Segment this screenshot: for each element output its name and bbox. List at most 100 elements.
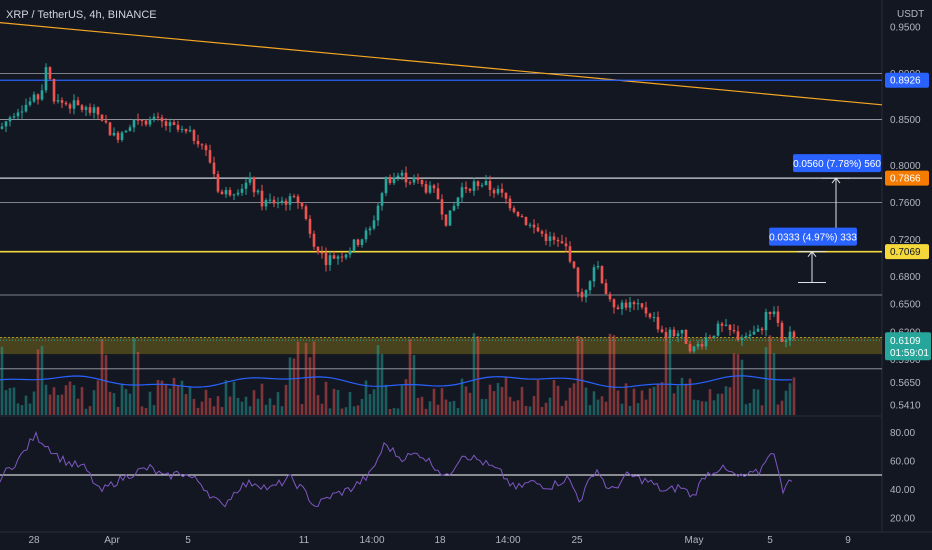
volume-bar <box>568 387 572 415</box>
candle-body <box>200 144 204 146</box>
volume-bar <box>600 396 604 415</box>
candle-body <box>476 181 480 186</box>
volume-bar <box>196 407 200 415</box>
volume-bar <box>188 387 192 415</box>
volume-bar <box>740 359 744 415</box>
candle-body <box>136 119 140 121</box>
candle-body <box>228 190 232 196</box>
time-tick-label: 5 <box>185 535 191 546</box>
candle-body <box>400 172 404 176</box>
candle-body <box>468 188 472 191</box>
volume-bar <box>748 403 752 415</box>
candle-body <box>744 336 748 338</box>
candle-body <box>772 311 776 315</box>
candle-body <box>596 266 600 268</box>
volume-bar <box>736 354 740 415</box>
candle-body <box>168 122 172 126</box>
candle-body <box>380 193 384 206</box>
candle-body <box>408 182 412 184</box>
candles[interactable] <box>0 63 796 354</box>
key-level-tag-label: 0.8926 <box>890 76 921 87</box>
candle-body <box>724 324 728 326</box>
candle-body <box>212 162 216 175</box>
candle-body <box>96 107 100 115</box>
volume-bar <box>624 383 628 415</box>
volume-bar <box>632 388 636 415</box>
volume-bar <box>596 399 600 415</box>
volume-ma-line <box>0 375 793 388</box>
volume-bar <box>312 341 316 415</box>
volume-bar <box>132 337 136 415</box>
volume-bar <box>656 383 660 415</box>
candle-body <box>316 246 320 253</box>
volume-bar <box>228 396 232 415</box>
candle-body <box>576 267 580 292</box>
volume-bar <box>172 377 176 415</box>
volume-bar <box>316 395 320 415</box>
candle-body <box>372 220 376 229</box>
candle-body <box>480 185 484 187</box>
price-tick-label: 0.8500 <box>890 115 921 126</box>
volume-bar <box>644 399 648 415</box>
volume-bar <box>224 380 228 415</box>
candle-body <box>756 328 760 332</box>
volume-bar <box>64 385 68 415</box>
volume-bar <box>492 391 496 415</box>
volume-bar <box>248 406 252 415</box>
candle-body <box>740 337 744 341</box>
price-tick-label: 0.7200 <box>890 235 921 246</box>
volume-bar <box>760 405 764 415</box>
candle-body <box>448 210 452 226</box>
volume-bar <box>164 383 168 415</box>
volume-bar <box>288 357 292 415</box>
candle-body <box>104 120 108 123</box>
currency-unit: USDT <box>897 9 925 20</box>
volume-bar <box>468 392 472 415</box>
candle-body <box>204 145 208 151</box>
volume-bar <box>232 381 236 415</box>
candle-body <box>684 329 688 344</box>
candle-body <box>516 211 520 217</box>
volume-bar <box>524 405 528 415</box>
time-axis[interactable]: 28 Apr 5 11 14:00 18 14:00 25 May 5 9 <box>28 535 851 546</box>
candle-body <box>236 192 240 195</box>
symbol-title[interactable]: XRP / TetherUS, 4h, BINANCE <box>6 9 157 21</box>
candle-body <box>624 302 628 308</box>
candle-body <box>508 198 512 209</box>
candle-body <box>588 281 592 291</box>
volume-bar <box>536 379 540 415</box>
horizontal-levels <box>0 22 883 370</box>
volume-bar <box>0 346 4 415</box>
volume-bar <box>368 394 372 415</box>
candle-body <box>344 254 348 258</box>
candle-body <box>520 216 524 218</box>
candle-body <box>4 121 8 127</box>
candle-body <box>260 190 264 207</box>
volume-bar <box>344 407 348 415</box>
candle-body <box>128 127 132 131</box>
volume-bar <box>204 389 208 415</box>
candle-body <box>392 177 396 184</box>
candle-body <box>64 102 68 105</box>
volume-bar <box>24 395 28 415</box>
candle-body <box>48 67 52 79</box>
volume-bar <box>212 406 216 415</box>
volume-bar <box>436 404 440 415</box>
price-axis[interactable]: 0.95000.90000.85000.80000.76000.72000.68… <box>0 23 931 412</box>
candle-body <box>72 100 76 109</box>
time-tick-label: 14:00 <box>495 535 520 546</box>
volume-bar <box>168 388 172 415</box>
rsi-tick-label: 40.00 <box>890 485 915 496</box>
candle-body <box>328 255 332 266</box>
candle-body <box>80 105 84 110</box>
candle-body <box>440 199 444 215</box>
volume-bar <box>448 401 452 415</box>
price-measurements[interactable]: 0.0560 (7.78%) 560 0.0333 (4.97%) 333 <box>769 154 881 284</box>
rsi-pane[interactable]: 80.00 60.00 40.00 20.00 <box>0 428 915 525</box>
candle-body <box>432 185 436 189</box>
candle-body <box>220 191 224 195</box>
candle-body <box>132 119 136 128</box>
rsi-tick-label: 20.00 <box>890 513 915 524</box>
key-level-tag <box>885 72 929 88</box>
